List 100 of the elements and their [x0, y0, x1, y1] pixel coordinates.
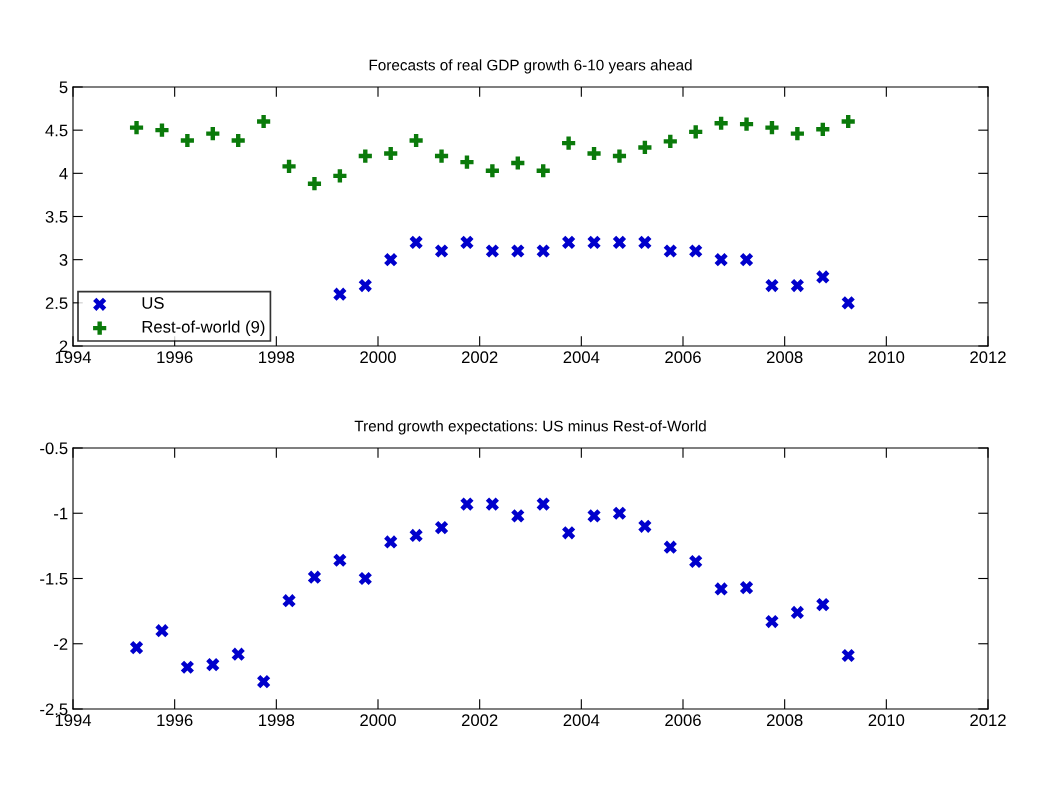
point — [180, 133, 194, 148]
x-tick-label: 2008 — [766, 714, 803, 727]
point — [739, 581, 754, 595]
point — [358, 278, 372, 293]
point — [460, 155, 474, 169]
x-tick-label: 2004 — [563, 714, 600, 727]
chart-title: Trend growth expectations: US minus Rest-of-World — [354, 420, 706, 435]
point — [790, 278, 804, 293]
x-tick-label: 2002 — [461, 714, 498, 727]
point — [511, 509, 525, 523]
point — [612, 235, 627, 249]
x-tick-label: 1996 — [157, 714, 193, 727]
x-tick-label: 2012 — [970, 351, 1006, 364]
point — [409, 528, 423, 543]
point — [841, 648, 855, 663]
point — [511, 156, 525, 170]
point — [612, 149, 627, 163]
point — [663, 244, 677, 258]
x-tick-label: 2010 — [868, 714, 905, 727]
point — [434, 521, 449, 535]
y-tick-label: 4.5 — [45, 124, 68, 137]
point — [689, 554, 703, 569]
point — [765, 614, 779, 629]
point — [638, 519, 652, 533]
legend-label: Rest-of-world (9) — [142, 320, 265, 336]
point — [358, 149, 372, 163]
point — [663, 540, 677, 554]
point — [409, 235, 423, 249]
point — [714, 582, 728, 596]
point — [282, 594, 296, 608]
point — [333, 169, 347, 183]
y-tick-label: -1 — [54, 507, 68, 520]
x-tick-label: 1994 — [55, 351, 92, 364]
point — [765, 120, 779, 135]
point — [562, 526, 576, 540]
x-tick-label: 2006 — [665, 714, 701, 727]
x-tick-label: 1998 — [259, 714, 295, 727]
point — [409, 133, 423, 148]
point — [562, 136, 576, 150]
point — [434, 244, 449, 258]
point — [485, 497, 499, 511]
x-tick-label: 2012 — [970, 714, 1006, 727]
point — [663, 134, 677, 148]
legend-label: US — [142, 297, 164, 309]
point — [765, 278, 779, 293]
point — [841, 114, 855, 129]
x-tick-label: 1994 — [55, 714, 92, 727]
y-tick-label: 3.5 — [45, 210, 68, 223]
x-tick-label: 2004 — [563, 351, 600, 364]
point — [816, 122, 830, 136]
x-tick-label: 2008 — [766, 351, 803, 364]
y-tick-label: 4 — [59, 167, 68, 180]
point — [460, 235, 474, 249]
x-tick-label: 2006 — [665, 351, 701, 364]
point — [206, 127, 220, 141]
point — [562, 235, 576, 249]
point — [536, 164, 550, 178]
y-tick-label: 2.5 — [45, 297, 68, 310]
y-tick-label: 2 — [59, 340, 68, 353]
y-tick-label: -2 — [54, 638, 68, 650]
point — [587, 146, 601, 161]
point — [689, 125, 703, 139]
point — [689, 244, 703, 258]
point — [790, 127, 804, 141]
point — [638, 140, 652, 155]
point — [485, 244, 499, 258]
y-tick-label: 5 — [59, 81, 68, 94]
point — [790, 605, 804, 620]
point — [434, 149, 449, 163]
point — [536, 244, 550, 258]
point — [206, 658, 220, 672]
point — [358, 571, 372, 586]
point — [638, 235, 652, 249]
point — [129, 641, 144, 655]
x-tick-label: 2002 — [461, 351, 498, 364]
point — [155, 624, 169, 638]
point — [231, 133, 245, 148]
point — [307, 570, 322, 584]
point — [129, 120, 144, 135]
x-tick-label: 1998 — [259, 351, 295, 364]
point — [333, 287, 347, 301]
y-tick-label: -1.5 — [40, 573, 68, 585]
point — [714, 253, 728, 267]
chart-title: Forecasts of real GDP growth 6-10 years ahead — [369, 59, 692, 74]
y-tick-label: -0.5 — [40, 442, 68, 455]
point — [155, 123, 169, 137]
point — [816, 598, 830, 612]
point — [333, 553, 347, 567]
point — [307, 177, 322, 191]
point — [511, 244, 525, 258]
point — [816, 270, 830, 284]
point — [536, 497, 550, 511]
point — [587, 235, 601, 249]
point — [257, 675, 271, 689]
point — [739, 117, 754, 131]
y-tick-label: 3 — [59, 254, 68, 266]
point — [384, 146, 398, 161]
y-tick-label: -2.5 — [40, 703, 68, 716]
point — [180, 660, 194, 674]
point — [384, 535, 398, 549]
